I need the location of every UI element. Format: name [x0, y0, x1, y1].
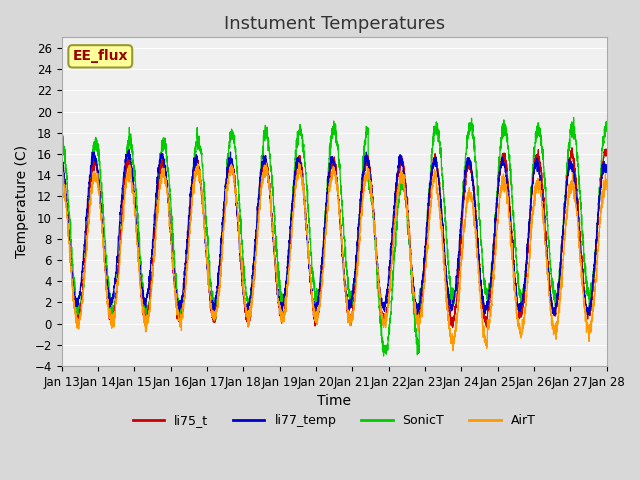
- Legend: li75_t, li77_temp, SonicT, AirT: li75_t, li77_temp, SonicT, AirT: [128, 409, 540, 432]
- li77_temp: [551, 306, 559, 312]
- SonicT: [175, 301, 182, 307]
- li75_t: [175, 312, 182, 318]
- SonicT: [551, 298, 559, 304]
- li77_temp: [58, 160, 65, 166]
- AirT: [449, 348, 457, 353]
- X-axis label: Time: Time: [317, 394, 351, 408]
- li75_t: [397, 156, 404, 162]
- li75_t: [603, 151, 611, 157]
- li75_t: [210, 313, 218, 319]
- SonicT: [570, 115, 577, 120]
- li77_temp: [603, 166, 611, 172]
- Line: SonicT: SonicT: [61, 118, 607, 356]
- li77_temp: [603, 166, 611, 171]
- AirT: [397, 168, 404, 174]
- li75_t: [58, 157, 65, 163]
- Title: Instument Temperatures: Instument Temperatures: [223, 15, 445, 33]
- AirT: [58, 173, 65, 179]
- SonicT: [387, 298, 395, 304]
- SonicT: [603, 123, 611, 129]
- li75_t: [568, 145, 576, 151]
- SonicT: [380, 353, 387, 359]
- li75_t: [387, 263, 395, 268]
- li77_temp: [125, 146, 133, 152]
- Line: li75_t: li75_t: [61, 148, 607, 327]
- li77_temp: [551, 312, 559, 318]
- Y-axis label: Temperature (C): Temperature (C): [15, 145, 29, 258]
- li77_temp: [175, 303, 182, 309]
- SonicT: [210, 305, 218, 311]
- AirT: [387, 265, 395, 271]
- li77_temp: [210, 304, 218, 310]
- SonicT: [603, 119, 611, 124]
- li77_temp: [387, 242, 395, 248]
- AirT: [175, 317, 182, 323]
- li75_t: [551, 312, 559, 317]
- AirT: [295, 160, 303, 166]
- li75_t: [483, 324, 491, 330]
- li75_t: [603, 153, 611, 159]
- SonicT: [397, 187, 404, 192]
- AirT: [603, 179, 611, 184]
- li77_temp: [397, 160, 404, 166]
- AirT: [551, 331, 559, 336]
- AirT: [210, 315, 218, 321]
- SonicT: [58, 141, 65, 146]
- AirT: [603, 183, 611, 189]
- Text: EE_flux: EE_flux: [72, 49, 128, 63]
- Line: li77_temp: li77_temp: [61, 149, 607, 315]
- Line: AirT: AirT: [61, 163, 607, 350]
